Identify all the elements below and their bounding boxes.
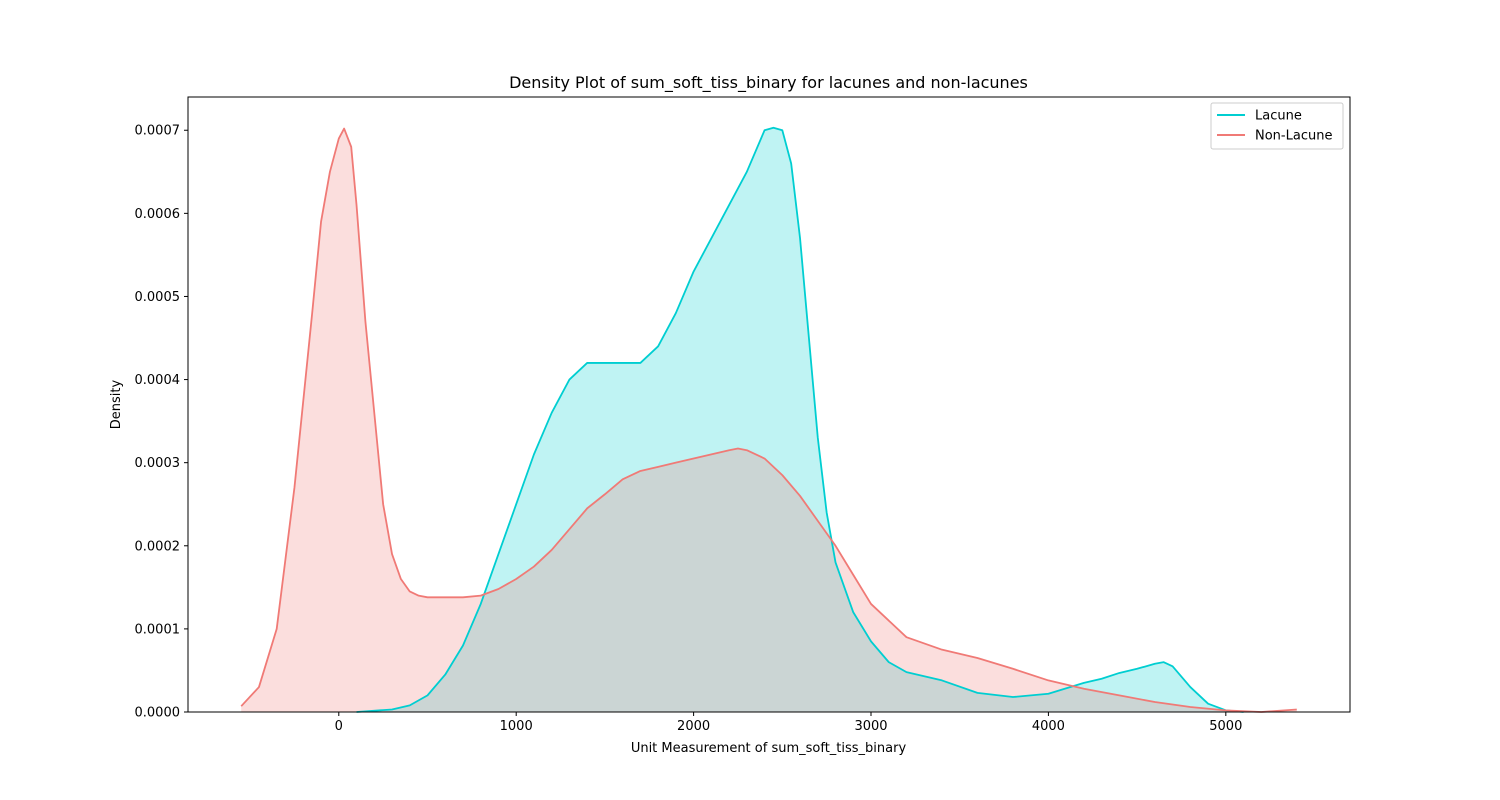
legend-label-non-lacune: Non-Lacune bbox=[1255, 129, 1332, 144]
x-tick-label: 2000 bbox=[677, 719, 710, 734]
y-axis: 0.0000 0.0001 0.0002 0.0003 0.0004 0.0005 0.00… bbox=[135, 124, 188, 721]
x-axis-title: Unit Measurement of sum_soft_tiss_binary bbox=[631, 741, 907, 756]
y-tick-label: 0.0000 bbox=[135, 706, 181, 721]
y-tick-label: 0.0004 bbox=[135, 373, 181, 388]
x-tick-label: 0 bbox=[335, 719, 343, 734]
legend: Lacune Non-Lacune bbox=[1210, 102, 1344, 150]
x-axis: 0 1000 2000 3000 4000 5000 bbox=[335, 712, 1242, 734]
y-tick-label: 0.0003 bbox=[135, 456, 181, 471]
series-fill-lacune bbox=[356, 127, 1244, 712]
series-layer bbox=[240, 126, 1297, 713]
x-tick-label: 4000 bbox=[1032, 719, 1065, 734]
y-tick-label: 0.0001 bbox=[135, 622, 181, 637]
x-tick-label: 1000 bbox=[500, 719, 533, 734]
series-line-lacune bbox=[356, 126, 1244, 713]
y-tick-label: 0.0006 bbox=[135, 207, 181, 222]
x-tick-label: 3000 bbox=[854, 719, 887, 734]
plot-frame bbox=[187, 96, 1351, 713]
legend-label-lacune: Lacune bbox=[1255, 109, 1302, 124]
chart-title: Density Plot of sum_soft_tiss_binary for… bbox=[509, 73, 1028, 93]
y-axis-title: Density bbox=[109, 379, 124, 429]
y-tick-label: 0.0002 bbox=[135, 539, 181, 554]
series-line-non-lacune bbox=[240, 127, 1297, 713]
x-tick-label: 5000 bbox=[1209, 719, 1242, 734]
series-fill-non-lacune bbox=[241, 128, 1297, 713]
y-tick-label: 0.0005 bbox=[135, 290, 181, 305]
y-tick-label: 0.0007 bbox=[135, 124, 181, 139]
